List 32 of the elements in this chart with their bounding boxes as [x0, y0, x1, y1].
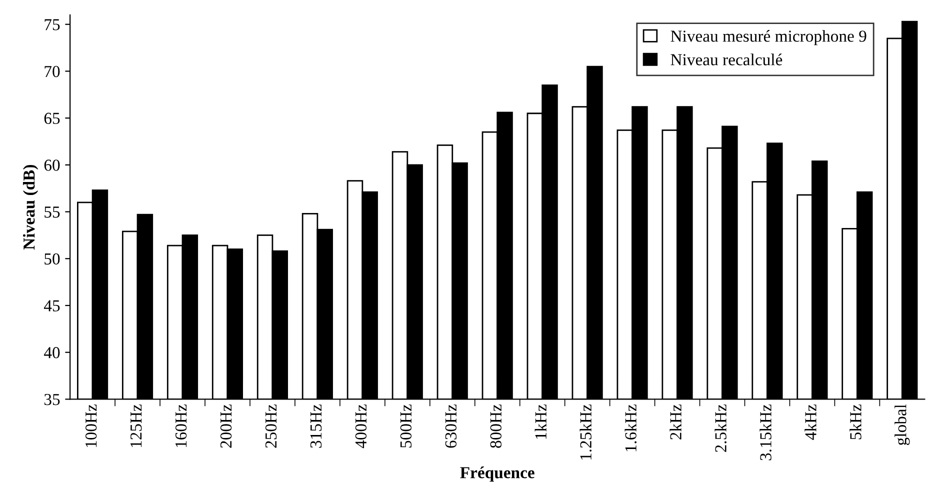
y-tick-label: 50 — [44, 253, 60, 265]
x-tick-label: 630Hz — [445, 404, 457, 448]
x-tick-label: 4kHz — [804, 404, 816, 440]
x-tick-label: 160Hz — [175, 404, 187, 448]
legend-label: Niveau recalculé — [670, 54, 782, 66]
y-tick-label: 45 — [44, 300, 60, 312]
x-tick-label: 3.15kHz — [760, 404, 772, 460]
x-tick-label: 1kHz — [534, 404, 546, 439]
y-tick-label: 40 — [44, 347, 60, 358]
x-tick-label: 500Hz — [400, 404, 412, 448]
x-tick-label: 5kHz — [850, 404, 862, 440]
y-tick-label: 75 — [44, 19, 60, 30]
x-tick-label: 315Hz — [310, 404, 322, 448]
y-axis-title: Niveau (dB) — [22, 164, 38, 250]
x-tick-label: 800Hz — [490, 404, 502, 448]
x-tick-label: 200Hz — [220, 404, 232, 448]
x-tick-label: 100Hz — [85, 404, 97, 448]
x-tick-label: 1.25kHz — [580, 404, 592, 460]
x-tick-label: 1.6kHz — [624, 404, 637, 452]
x-tick-label: 250Hz — [265, 404, 277, 448]
legend-label: Niveau mesuré microphone 9 — [670, 30, 866, 46]
x-axis-title: Fréquence — [460, 466, 534, 482]
x-tick-label: 2kHz — [670, 404, 682, 440]
y-tick-label: 35 — [44, 394, 60, 406]
x-tick-label: global — [894, 404, 910, 446]
x-tick-label: 2.5kHz — [714, 404, 726, 452]
y-tick-label: 60 — [44, 160, 60, 171]
y-tick-label: 70 — [44, 66, 60, 78]
x-tick-label: 125Hz — [130, 404, 142, 448]
x-tick-label: 400Hz — [355, 404, 367, 448]
y-tick-label: 55 — [44, 206, 60, 218]
y-tick-label: 65 — [44, 112, 60, 124]
